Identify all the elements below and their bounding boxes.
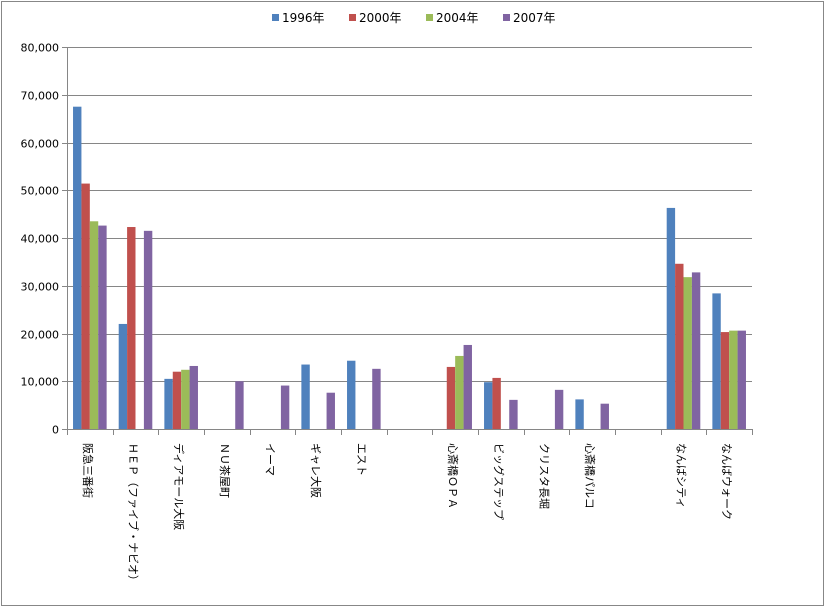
y-tick-label: 0 — [52, 424, 59, 437]
legend-swatch — [426, 14, 433, 21]
legend-label: 2004年 — [436, 11, 479, 25]
x-tick-label: ＨＥＰ（ファイブ・ナビオ） — [127, 443, 141, 586]
bar — [509, 399, 518, 429]
bar — [172, 371, 182, 429]
bar — [484, 382, 493, 429]
bar — [143, 230, 153, 429]
bar — [81, 183, 90, 429]
bar — [720, 332, 730, 429]
bar — [691, 272, 701, 429]
bar — [729, 330, 738, 429]
y-tick-label: 60,000 — [21, 138, 60, 151]
y-tick-label: 80,000 — [21, 42, 60, 55]
bar — [737, 330, 746, 429]
y-tick-label: 70,000 — [21, 90, 60, 103]
bar — [492, 377, 501, 429]
bar — [554, 389, 564, 429]
legend: 1996年 2000年 2004年 2007年 — [272, 11, 556, 25]
x-tick-label: 心斎橋パルコ — [583, 443, 597, 509]
bar — [181, 369, 190, 429]
x-tick-label: なんばシティ — [675, 443, 688, 508]
x-tick-label: 心斎橋ＯＰＡ — [446, 443, 460, 509]
legend-swatch — [349, 14, 356, 21]
y-tick-label: 10,000 — [21, 376, 60, 389]
bar — [455, 355, 464, 429]
bar — [235, 381, 244, 429]
x-tick-label: 阪急三番街 — [81, 443, 95, 498]
x-tick-label: ギャレ大阪 — [309, 443, 323, 498]
x-tick-label: ＮＵ茶屋町 — [218, 443, 231, 498]
y-tick-label: 40,000 — [21, 233, 60, 246]
x-tick-label: なんばウォーク — [720, 443, 733, 520]
legend-swatch — [503, 14, 510, 21]
x-tick-label: ディアモール大阪 — [172, 443, 186, 530]
bar — [98, 225, 107, 429]
y-tick-label: 50,000 — [21, 185, 60, 198]
bars — [73, 106, 746, 429]
bar — [666, 207, 676, 429]
gridlines — [67, 47, 752, 382]
bar — [675, 263, 684, 429]
bar — [73, 106, 82, 429]
x-tick-label: ビッグステップ — [492, 443, 506, 520]
bar — [326, 392, 335, 429]
legend-swatch — [272, 14, 279, 21]
bar — [600, 403, 609, 429]
legend-label: 1996年 — [282, 11, 325, 25]
y-tick-label: 30,000 — [21, 281, 60, 294]
bar — [118, 323, 128, 429]
bar — [89, 221, 99, 429]
bar — [463, 344, 472, 429]
y-tick-label: 20,000 — [21, 329, 60, 342]
bar — [301, 364, 310, 429]
axes: 0 10,000 20,000 30,000 40,000 50,000 60,000 70,… — [21, 42, 753, 586]
bar — [712, 293, 721, 429]
x-tick-label: エスト — [355, 443, 368, 476]
bar — [127, 227, 136, 429]
bar — [189, 365, 198, 429]
bar — [575, 399, 584, 429]
bar — [683, 277, 692, 429]
bar — [164, 378, 173, 429]
x-tick-label: クリスタ長堀 — [538, 443, 551, 509]
bar — [372, 368, 381, 429]
legend-label: 2000年 — [359, 11, 402, 25]
x-tick-label: イーマ — [264, 443, 277, 476]
bar — [446, 366, 456, 429]
bar — [347, 360, 356, 429]
legend-label: 2007年 — [513, 11, 556, 25]
bar — [280, 385, 290, 429]
